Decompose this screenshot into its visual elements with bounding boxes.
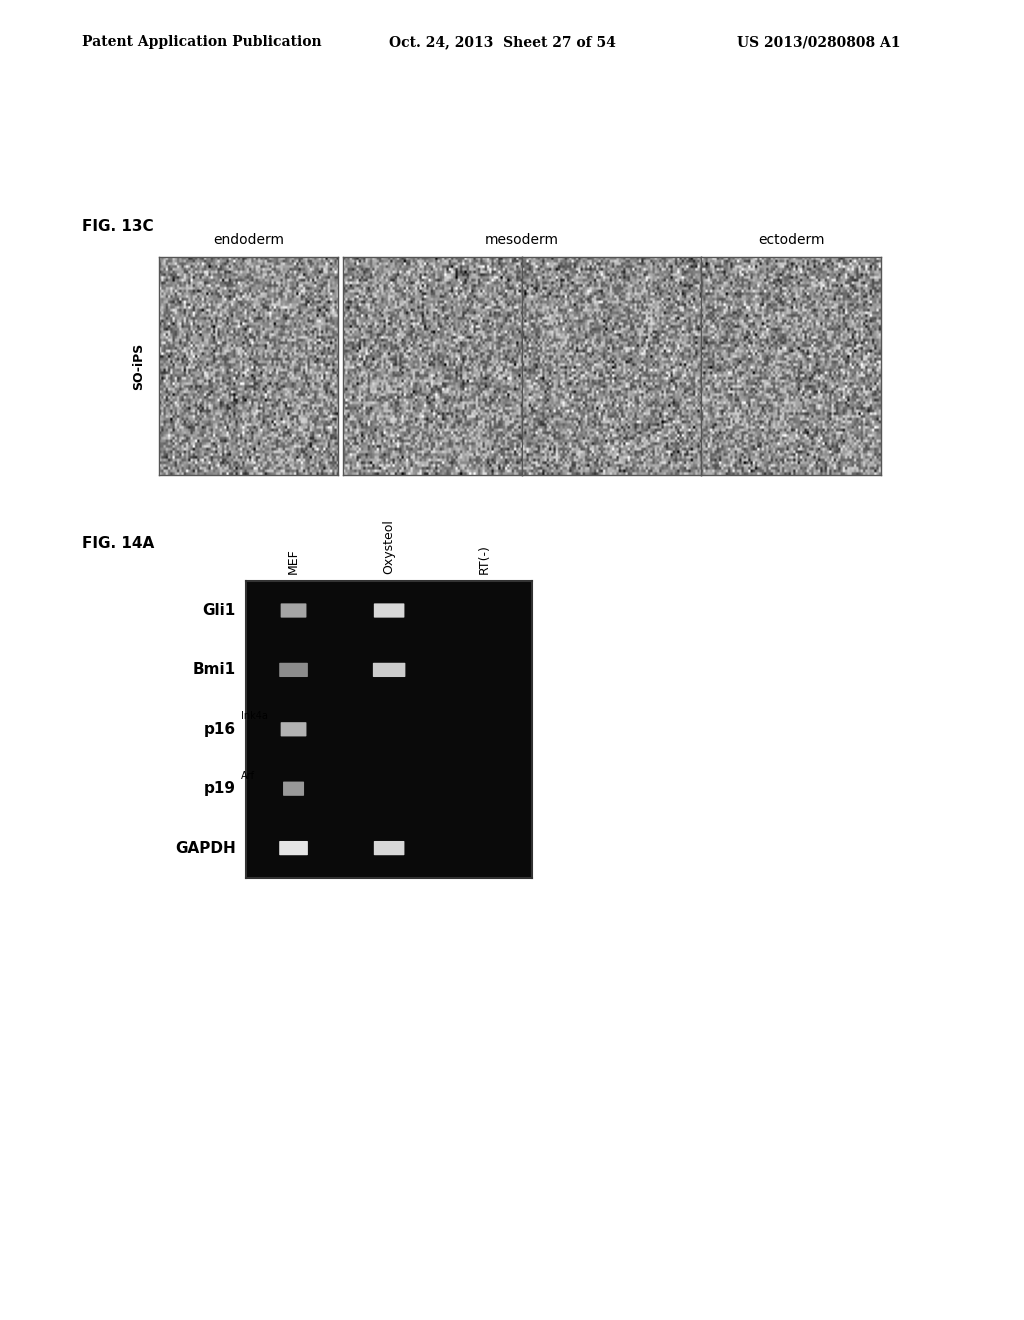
Text: Patent Application Publication: Patent Application Publication — [82, 36, 322, 49]
FancyBboxPatch shape — [373, 663, 406, 677]
Text: ectoderm: ectoderm — [758, 234, 824, 247]
Text: FIG. 13C: FIG. 13C — [82, 219, 154, 234]
FancyBboxPatch shape — [281, 722, 306, 737]
FancyBboxPatch shape — [283, 781, 304, 796]
FancyBboxPatch shape — [280, 841, 308, 855]
Text: Oxysteol: Oxysteol — [383, 519, 395, 574]
Text: p19: p19 — [204, 781, 236, 796]
Text: FIG. 14A: FIG. 14A — [82, 536, 155, 550]
Text: mesoderm: mesoderm — [485, 234, 559, 247]
Text: endoderm: endoderm — [213, 234, 284, 247]
FancyBboxPatch shape — [374, 603, 404, 618]
Text: Gli1: Gli1 — [203, 603, 236, 618]
Text: US 2013/0280808 A1: US 2013/0280808 A1 — [737, 36, 901, 49]
Text: GAPDH: GAPDH — [175, 841, 236, 855]
Text: p16: p16 — [204, 722, 236, 737]
Text: Arf: Arf — [241, 771, 255, 780]
FancyBboxPatch shape — [374, 841, 404, 855]
FancyBboxPatch shape — [281, 603, 306, 618]
FancyBboxPatch shape — [280, 663, 308, 677]
Text: Ink4a: Ink4a — [241, 711, 267, 721]
Text: Bmi1: Bmi1 — [193, 663, 236, 677]
Text: MEF: MEF — [287, 548, 300, 574]
Text: SO-iPS: SO-iPS — [132, 343, 144, 389]
Text: Oct. 24, 2013  Sheet 27 of 54: Oct. 24, 2013 Sheet 27 of 54 — [389, 36, 616, 49]
Text: RT(-): RT(-) — [478, 544, 492, 574]
